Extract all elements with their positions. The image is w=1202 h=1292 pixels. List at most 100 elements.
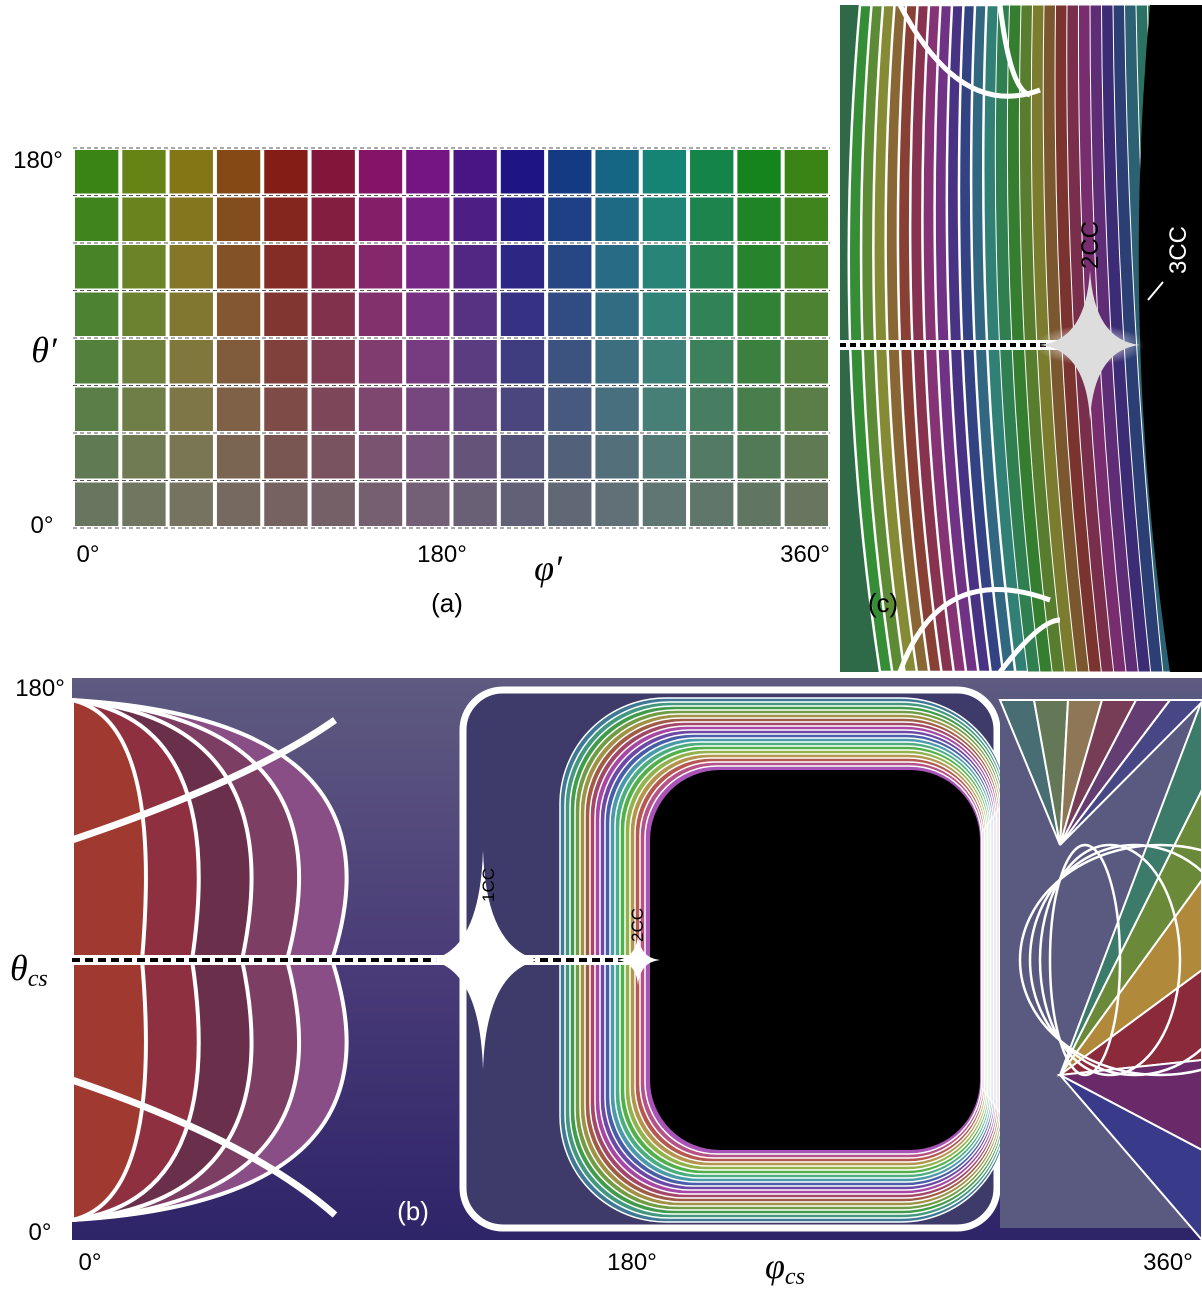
- color-cell: [216, 245, 261, 289]
- x-tick-label: 180°: [417, 541, 467, 568]
- color-cell: [264, 292, 308, 336]
- color-cell: [548, 387, 592, 431]
- color-cell: [264, 245, 308, 289]
- color-cell: [169, 482, 213, 526]
- color-cell: [75, 435, 119, 479]
- color-cell: [690, 482, 734, 526]
- color-cell: [406, 387, 450, 431]
- color-cell: [784, 435, 828, 479]
- color-cell: [500, 435, 545, 479]
- black-region: [1138, 5, 1202, 672]
- annotation: 2CC: [1077, 221, 1104, 269]
- color-cell: [216, 387, 261, 431]
- panel-caption: (a): [431, 588, 463, 618]
- annotation: 1CC: [479, 868, 498, 902]
- color-cell: [784, 482, 828, 526]
- color-cell: [264, 150, 308, 194]
- orbit-curve: [1028, 843, 1202, 1077]
- y-axis-label: θcs: [10, 948, 48, 992]
- color-cell: [737, 197, 781, 241]
- color-cell: [169, 292, 213, 336]
- color-cell: [169, 150, 213, 194]
- subscript: cs: [785, 1264, 805, 1290]
- color-cell: [642, 340, 687, 384]
- color-cell: [595, 387, 639, 431]
- color-cell: [548, 292, 592, 336]
- color-cell: [122, 197, 166, 241]
- color-cell: [784, 292, 828, 336]
- orbit-curve: [897, 586, 1061, 674]
- color-cell: [216, 340, 261, 384]
- color-cell: [358, 292, 403, 336]
- color-cell: [169, 245, 213, 289]
- y-tick-label: 180°: [13, 147, 63, 174]
- color-cell: [690, 340, 734, 384]
- color-cell: [169, 340, 213, 384]
- panel-caption: (b): [397, 1196, 429, 1226]
- color-cell: [311, 150, 355, 194]
- symbol: θ: [10, 948, 28, 988]
- annotation: 3CC: [1165, 226, 1192, 274]
- color-cell: [642, 292, 687, 336]
- color-cell: [406, 197, 450, 241]
- color-cell: [406, 292, 450, 336]
- color-cell: [406, 340, 450, 384]
- x-tick-label: 180°: [607, 1249, 657, 1276]
- x-tick-label: 360°: [1143, 1249, 1193, 1276]
- color-cell: [216, 197, 261, 241]
- color-cell: [737, 340, 781, 384]
- color-cell: [122, 435, 166, 479]
- color-cell: [264, 387, 308, 431]
- color-cell: [311, 245, 355, 289]
- color-cell: [690, 435, 734, 479]
- color-cell: [737, 150, 781, 194]
- annotation: 2CC: [628, 908, 647, 942]
- color-cell: [737, 482, 781, 526]
- x-tick-label: 0°: [77, 541, 100, 568]
- color-cell: [122, 482, 166, 526]
- color-cell: [500, 482, 545, 526]
- color-cell: [690, 292, 734, 336]
- critical-point: [1040, 270, 1140, 420]
- y-tick-label: 0°: [31, 512, 54, 539]
- color-cell: [500, 150, 545, 194]
- color-cell: [500, 340, 545, 384]
- color-cell: [642, 435, 687, 479]
- color-cell: [453, 482, 497, 526]
- panel-a: 180° 0° θ′ 0° 180° 360° φ′ (a): [13, 147, 830, 618]
- x-tick-label: 360°: [780, 541, 830, 568]
- color-cell: [264, 197, 308, 241]
- color-cell: [548, 150, 592, 194]
- color-cell: [500, 292, 545, 336]
- color-cell: [358, 150, 403, 194]
- color-cell: [500, 197, 545, 241]
- y-tick-label: 180°: [15, 675, 65, 702]
- color-cell: [453, 292, 497, 336]
- color-cell: [75, 340, 119, 384]
- color-cell: [642, 482, 687, 526]
- color-cell: [784, 245, 828, 289]
- color-cell: [216, 482, 261, 526]
- color-cell: [311, 197, 355, 241]
- color-cell: [406, 150, 450, 194]
- color-cell: [595, 150, 639, 194]
- color-cell: [453, 150, 497, 194]
- color-cell: [595, 482, 639, 526]
- color-cell: [690, 150, 734, 194]
- color-cell: [358, 245, 403, 289]
- color-cell: [75, 482, 119, 526]
- color-cell: [737, 435, 781, 479]
- color-cell: [122, 245, 166, 289]
- color-cell: [642, 197, 687, 241]
- color-cell: [122, 292, 166, 336]
- arrow: [1147, 281, 1164, 301]
- color-cell: [358, 387, 403, 431]
- color-cell: [169, 387, 213, 431]
- color-cell: [311, 387, 355, 431]
- color-wedge: [1059, 699, 1202, 846]
- color-cell: [169, 197, 213, 241]
- color-cell: [690, 197, 734, 241]
- color-cell: [737, 245, 781, 289]
- black-region: [650, 770, 980, 1150]
